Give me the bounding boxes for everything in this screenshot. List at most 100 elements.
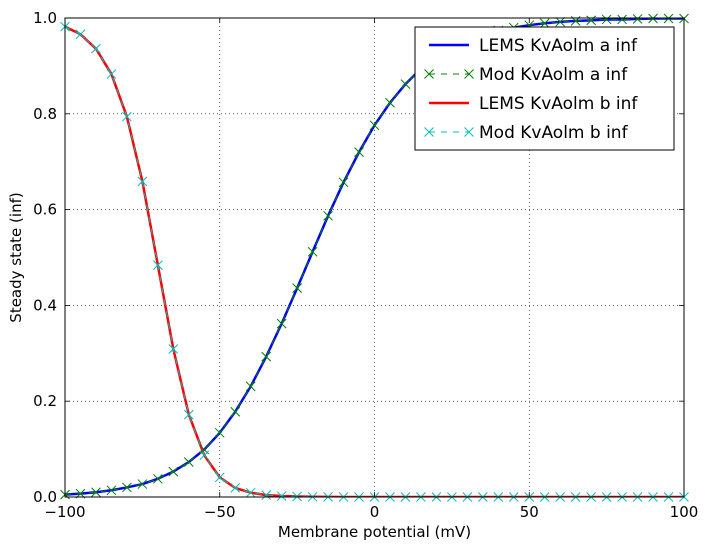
marker-stroke [230,406,241,417]
data-point-series-2 [214,427,225,438]
marker-stroke [354,147,364,157]
data-point-series-2 [276,318,287,329]
marker-stroke [168,466,179,477]
marker-stroke [106,69,117,79]
data-point-series-4 [137,176,148,187]
legend: LEMS KvAolm a inf Mod KvAolm a inf LEMS Kv… [414,26,675,151]
x-tick-label: −50 [204,503,236,521]
marker-stroke [400,79,411,89]
y-tick-label: 0.8 [33,105,57,123]
marker-stroke [91,43,101,54]
data-point-series-2 [152,473,163,484]
data-point-series-2 [338,177,349,188]
marker-stroke [122,482,132,493]
data-point-series-2 [122,482,132,493]
data-point-series-2 [261,351,272,362]
y-axis-label: Steady state (inf) [7,192,25,322]
y-tick-label: 0.4 [33,296,57,314]
legend-marker [424,127,434,137]
data-point-series-2 [323,210,333,221]
marker-stroke [199,450,210,461]
marker-stroke [617,14,627,25]
data-point-series-4 [168,344,179,354]
data-point-series-2 [369,120,380,131]
data-point-series-4 [75,29,86,40]
data-point-series-2 [230,406,241,417]
x-tick-label: 100 [670,503,699,521]
data-point-series-2 [601,14,612,25]
legend-label-4: Mod KvAolm b inf [479,123,629,143]
marker-stroke [539,18,550,29]
legend-marker [464,127,474,137]
data-point-series-2 [307,246,318,257]
marker-stroke [245,487,256,498]
marker-stroke [106,485,117,496]
legend-marker [464,69,474,79]
data-point-series-4 [199,450,210,461]
data-point-series-2 [586,15,597,26]
marker-stroke [152,473,163,484]
marker-stroke [307,246,318,257]
data-point-series-2 [555,16,566,27]
legend-marker [424,69,434,79]
data-point-series-2 [168,466,179,477]
marker-stroke [586,15,597,26]
marker-stroke [214,472,225,483]
data-point-series-4 [106,69,117,79]
marker-stroke [424,69,434,79]
marker-stroke [261,351,272,362]
marker-stroke [183,457,194,467]
legend-box [414,26,675,151]
data-point-series-4 [152,260,163,271]
data-point-series-2 [400,79,411,89]
x-axis-label: Membrane potential (mV) [278,523,471,541]
marker-stroke [91,487,101,498]
data-point-series-4 [276,491,287,501]
legend-label-3: LEMS KvAolm b inf [479,94,638,114]
data-point-series-4 [245,487,256,498]
marker-stroke [276,318,287,329]
data-point-series-2 [354,147,364,157]
marker-stroke [137,479,148,489]
data-point-series-4 [214,472,225,483]
data-point-series-4 [122,111,132,122]
data-point-series-2 [617,14,627,25]
marker-stroke [245,381,256,392]
data-point-series-2 [245,381,256,392]
data-point-series-2 [91,487,101,498]
data-point-series-2 [385,97,395,108]
marker-stroke [137,176,148,187]
y-tick-label: 0.6 [33,201,57,219]
marker-stroke [292,283,302,294]
marker-stroke [230,483,241,493]
marker-stroke [555,16,566,27]
y-tick-label: 0.0 [33,488,57,506]
x-tick-label: 50 [520,503,539,521]
marker-stroke [424,127,434,137]
data-point-series-2 [137,479,148,489]
data-point-series-2 [632,14,643,24]
x-tick-label: 0 [370,503,380,521]
y-tick-label: 0.2 [33,392,57,410]
marker-stroke [214,427,225,438]
legend-label-1: LEMS KvAolm a inf [479,36,638,56]
y-tick-label: 1.0 [33,9,57,27]
marker-stroke [632,14,643,24]
marker-stroke [385,97,395,108]
marker-stroke [338,177,349,188]
marker-stroke [369,120,380,131]
marker-stroke [601,14,612,25]
data-point-series-2 [292,283,302,294]
marker-stroke [323,210,333,221]
marker-stroke [152,260,163,271]
marker-stroke [75,29,86,40]
marker-stroke [464,127,474,137]
marker-stroke [464,69,474,79]
data-point-series-2 [183,457,194,467]
data-point-series-4 [91,43,101,54]
ticks: −100 −50 0 50 100 0.0 0.2 0.4 0.6 0.8 1.0 [33,9,698,521]
marker-stroke [276,491,287,501]
data-point-series-4 [230,483,241,493]
legend-label-2: Mod KvAolm a inf [479,65,628,85]
